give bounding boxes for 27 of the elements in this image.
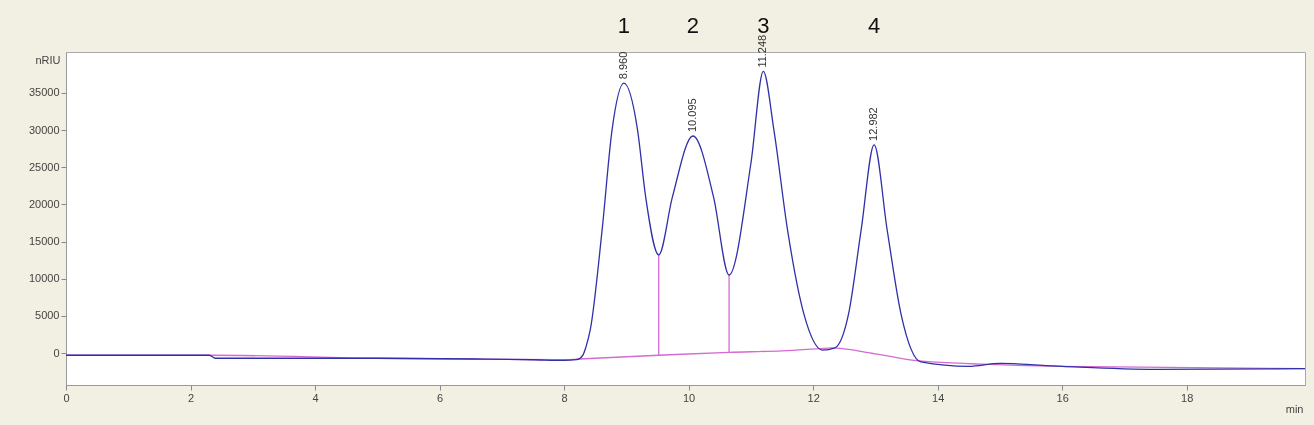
text: 4	[868, 13, 881, 38]
x-tick-label: 16	[1056, 391, 1069, 404]
y-tick-label: 10000	[28, 272, 60, 285]
annotation: 10.095	[685, 98, 698, 132]
x-tick-label: 0	[63, 391, 70, 404]
y-tick-label: 20000	[28, 197, 60, 210]
x-tick-label: 6	[437, 391, 444, 404]
x-tick-label: 12	[807, 391, 820, 404]
annotation: 11.248	[756, 34, 769, 68]
text: 1	[617, 13, 630, 38]
x-tick-label: 14	[932, 391, 945, 404]
x-tick-label: 18	[1181, 391, 1194, 404]
annotation: 12.982	[867, 107, 880, 141]
x-tick-label: 10	[682, 391, 696, 404]
y-tick-label: 30000	[28, 123, 60, 136]
x-tick-label: 2	[187, 391, 195, 404]
x-tick-label: 4	[312, 391, 319, 404]
annotation: 8.960	[616, 51, 629, 80]
text: 2	[686, 13, 700, 38]
y-tick-label: 0	[53, 346, 60, 359]
x-axis-title: min	[1285, 402, 1304, 415]
y-tick-label: 25000	[28, 160, 60, 173]
y-axis-title: nRIU	[35, 53, 61, 66]
y-tick-label: 5000	[35, 309, 60, 322]
x-tick-label: 8	[561, 391, 568, 404]
y-tick-label: 35000	[28, 86, 60, 99]
y-tick-label: 15000	[28, 235, 60, 248]
